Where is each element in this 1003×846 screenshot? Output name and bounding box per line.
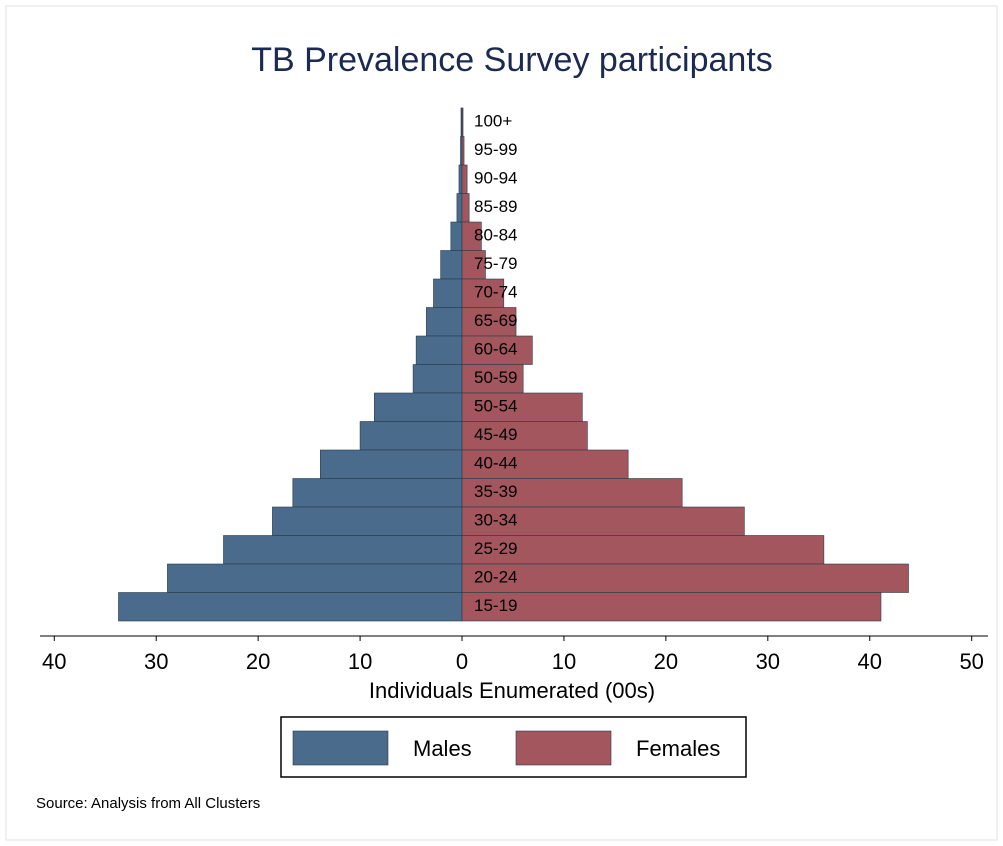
legend-label: Males [413,736,472,761]
x-tick-label: 30 [756,649,780,674]
bar [359,421,463,451]
bar [415,335,463,365]
bar [461,107,464,137]
bar [461,164,468,194]
x-tick-label: 50 [959,649,983,674]
bar [461,478,683,508]
y-category-label: 30-34 [474,511,517,530]
y-category-label: 85-89 [474,197,517,216]
y-category-label: 35-39 [474,482,517,501]
bar [461,278,505,308]
x-tick-label: 0 [456,649,468,674]
x-tick-label: 10 [552,649,576,674]
bar [461,335,533,365]
bar [461,563,909,593]
bar [167,563,463,593]
x-tick-label: 20 [246,649,270,674]
chart-title: TB Prevalence Survey participants [251,41,773,79]
y-category-label: 15-19 [474,596,517,615]
x-tick-label: 30 [144,649,168,674]
legend-label: Females [636,736,720,761]
bar [461,535,825,565]
bar [461,392,583,422]
bar [118,592,463,622]
y-category-label: 80-84 [474,226,517,245]
bar [272,506,463,536]
x-tick-label: 10 [348,649,372,674]
legend-swatch [292,730,389,766]
legend-swatch [515,730,612,766]
y-category-label: 70-74 [474,283,517,302]
bar [440,250,463,280]
bar [374,392,463,422]
bar [450,221,463,251]
x-tick-label: 40 [42,649,66,674]
y-category-label: 60-64 [474,340,517,359]
bar [456,193,463,223]
bar [461,307,517,337]
bar [461,364,524,394]
y-category-label: 20-24 [474,568,517,587]
y-category-label: 45-49 [474,425,517,444]
y-category-label: 75-79 [474,254,517,273]
bar [320,449,463,479]
source-note: Source: Analysis from All Clusters [36,795,260,812]
y-category-label: 65-69 [474,311,517,330]
y-category-label: 50-59 [474,368,517,387]
bar [426,307,463,337]
bar [292,478,463,508]
bar [461,193,470,223]
x-tick-label: 40 [858,649,882,674]
bar [458,164,463,194]
x-tick-label: 20 [654,649,678,674]
y-category-label: 95-99 [474,140,517,159]
bar [223,535,463,565]
y-category-label: 40-44 [474,454,517,473]
x-axis-title: Individuals Enumerated (00s) [369,678,655,703]
y-category-label: 90-94 [474,169,517,188]
bar [433,278,463,308]
y-category-label: 25-29 [474,539,517,558]
bar [461,592,882,622]
bar [461,506,745,536]
y-category-label: 50-54 [474,397,517,416]
bar [412,364,463,394]
bar [461,136,465,166]
bar [461,449,629,479]
bar [461,421,588,451]
y-category-label: 100+ [474,112,512,131]
